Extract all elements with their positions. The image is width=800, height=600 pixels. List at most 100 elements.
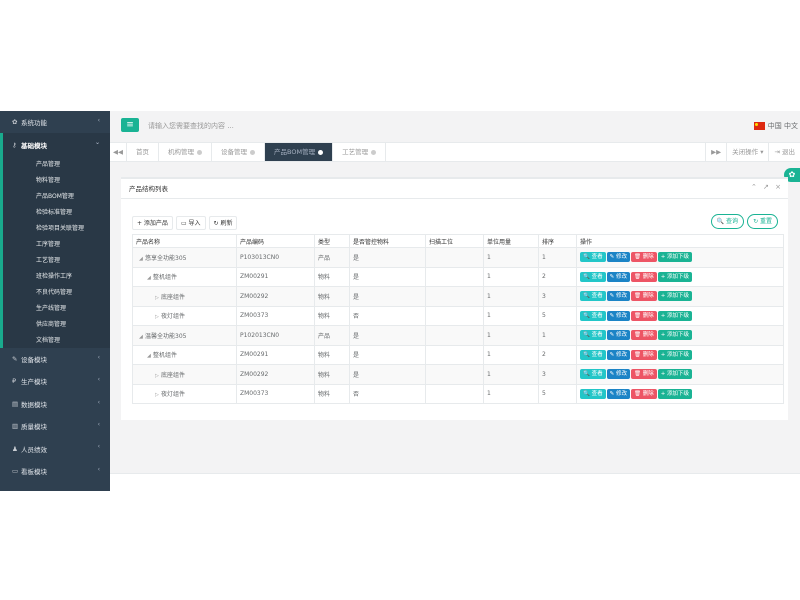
add-child-button[interactable]: + 添加下级 [657,330,693,341]
tab-next-button[interactable]: ▶▶ [705,143,726,162]
close-tab-icon[interactable] [371,149,377,155]
view-button[interactable]: 🔍 查看 [580,252,606,263]
edit-button[interactable]: ✎ 修改 [606,349,630,360]
sidebar-subitem[interactable]: 物料管理 [0,171,110,188]
delete-button[interactable]: 🗑 删除 [630,291,657,302]
table-row[interactable]: ◢ 悠享全功能305 P103013CN0 产品是 1 1 🔍 查看 ✎ 修改 🗑 删除 + 添加… [132,247,784,268]
view-button[interactable]: 🔍 查看 [580,388,606,399]
delete-button[interactable]: 🗑 删除 [630,369,657,380]
tree-toggle-icon[interactable]: ▷ [155,314,159,321]
view-button[interactable]: 🔍 查看 [580,310,606,321]
sidebar-subitem[interactable]: 工艺管理 [0,251,110,268]
view-button[interactable]: 🔍 查看 [580,330,606,341]
cell-type: 物料 [314,305,350,326]
logout-button[interactable]: ⇥ 退出 [768,143,800,162]
sidebar-module-7[interactable]: ▭ 看板模块 ‹ [0,460,110,482]
sidebar-module-4[interactable]: ▤ 数据模块 ‹ [0,393,110,415]
tab-item[interactable]: 产品BOM管理 [265,143,334,161]
table-row[interactable]: ▷ 底座组件 ZM00292 物料是 1 3 🔍 查看 ✎ 修改 🗑 删除 + 添加下级 [132,286,784,307]
sidebar-module-6[interactable]: ♟ 人员绩效 ‹ [0,437,110,459]
sidebar-subitem[interactable]: 生产线管理 [0,299,110,316]
tab-item[interactable]: 机构管理 [159,143,212,161]
column-header: 单位用量 [483,234,539,248]
add-product-button[interactable]: + 添加产品 [132,216,173,230]
edit-button[interactable]: ✎ 修改 [606,310,630,321]
tree-toggle-icon[interactable]: ◢ [147,353,151,360]
search-button[interactable]: 🔍 查询 [710,214,745,229]
add-child-button[interactable]: + 添加下级 [657,310,693,321]
tab-item[interactable]: 首页 [127,143,159,161]
sidebar-subitem[interactable]: 班检操作工序 [0,267,110,284]
close-tab-icon[interactable] [197,149,202,155]
table-row[interactable]: ◢ 温馨全功能305 P102013CN0 产品是 1 1 🔍 查看 ✎ 修改 🗑 删除 + 添加… [132,325,784,346]
sidebar-subitem[interactable]: 供应商管理 [0,315,110,332]
sidebar-module-3[interactable]: ₽ 生产模块 ‹ [0,370,110,392]
edit-button[interactable]: ✎ 修改 [606,388,630,399]
table-row[interactable]: ◢ 整机组件 ZM00291 物料是 1 2 🔍 查看 ✎ 修改 🗑 删除 + 添加下级 [132,344,784,365]
tree-toggle-icon[interactable]: ◢ [139,255,143,262]
search-input[interactable]: 请输入您需要查找的内容 ... [148,122,234,130]
edit-button[interactable]: ✎ 修改 [606,369,630,380]
table-row[interactable]: ◢ 整机组件 ZM00291 物料是 1 2 🔍 查看 ✎ 修改 🗑 删除 + 添加下级 [132,266,784,287]
add-child-button[interactable]: + 添加下级 [657,291,693,302]
add-child-button[interactable]: + 添加下级 [657,388,693,399]
chevron-icon: ‹ [97,420,100,428]
delete-button[interactable]: 🗑 删除 [630,252,657,263]
table-row[interactable]: ▷ 夜灯组件 ZM00373 物料否 1 5 🔍 查看 ✎ 修改 🗑 删除 + 添加下级 [132,305,784,326]
menu-toggle-button[interactable]: ≡ [121,118,139,132]
tree-toggle-icon[interactable]: ▷ [155,372,159,379]
close-tab-icon[interactable] [318,149,324,155]
sidebar-subitem[interactable]: 不良代码管理 [0,283,110,300]
tree-toggle-icon[interactable]: ◢ [139,333,143,340]
cell-sort: 1 [538,247,577,268]
view-button[interactable]: 🔍 查看 [580,349,606,360]
cell-code: ZM00373 [236,305,315,326]
view-button[interactable]: 🔍 查看 [580,369,606,380]
tree-toggle-icon[interactable]: ◢ [147,275,151,282]
cell-station [425,305,484,326]
tab-item[interactable]: 设备管理 [212,143,265,161]
tab-prev-button[interactable]: ◀◀ [110,143,127,161]
table-row[interactable]: ▷ 底座组件 ZM00292 物料是 1 3 🔍 查看 ✎ 修改 🗑 删除 + 添加下级 [132,364,784,385]
cell-controlled: 否 [349,383,426,404]
sidebar-subitem[interactable]: 文档管理 [0,331,110,348]
delete-button[interactable]: 🗑 删除 [630,388,657,399]
sidebar-subitem[interactable]: 产品管理 [0,155,110,172]
sidebar-subitem[interactable]: 工序管理 [0,235,110,252]
delete-button[interactable]: 🗑 删除 [630,310,657,321]
sidebar-subitem[interactable]: 检验标准管理 [0,203,110,220]
tree-toggle-icon[interactable]: ▷ [155,392,159,399]
close-operations-dropdown[interactable]: 关闭操作 ▾ [726,143,768,162]
sidebar-module-5[interactable]: ▥ 质量模块 ‹ [0,415,110,437]
sidebar-module-2[interactable]: ✎ 设备模块 ‹ [0,348,110,370]
add-child-button[interactable]: + 添加下级 [657,349,693,360]
tree-toggle-icon[interactable]: ▷ [155,294,159,301]
delete-button[interactable]: 🗑 删除 [630,271,657,282]
view-button[interactable]: 🔍 查看 [580,291,606,302]
add-child-button[interactable]: + 添加下级 [657,271,693,282]
sidebar-subitem[interactable]: 产品BOM管理 [0,187,110,204]
language-selector[interactable]: 中国 中文 [753,121,798,131]
delete-button[interactable]: 🗑 删除 [630,349,657,360]
sidebar-module-0[interactable]: ✿ 系统功能 ‹ [0,111,110,133]
footer [110,473,800,491]
add-child-button[interactable]: + 添加下级 [657,369,693,380]
panel-tools-icon[interactable]: ⌃ ↗ × [750,183,783,191]
edit-button[interactable]: ✎ 修改 [606,291,630,302]
view-button[interactable]: 🔍 查看 [580,271,606,282]
close-tab-icon[interactable] [250,149,255,155]
sidebar-subitem[interactable]: 检验项目关联管理 [0,219,110,236]
tab-item[interactable]: 工艺管理 [333,143,387,161]
reset-button[interactable]: ↻ 重置 [747,214,778,229]
edit-button[interactable]: ✎ 修改 [606,271,630,282]
settings-gear-icon[interactable]: ✿ [784,168,800,182]
delete-button[interactable]: 🗑 删除 [630,330,657,341]
refresh-button[interactable]: ↻ 刷新 [208,216,238,230]
edit-button[interactable]: ✎ 修改 [606,330,630,341]
column-header: 类型 [314,234,350,248]
sidebar-module-1[interactable]: ⚷ 基础模块 ⌄ [0,133,110,156]
table-row[interactable]: ▷ 夜灯组件 ZM00373 物料否 1 5 🔍 查看 ✎ 修改 🗑 删除 + 添加下级 [132,383,784,404]
import-button[interactable]: ▭ 导入 [175,216,206,230]
add-child-button[interactable]: + 添加下级 [657,252,693,263]
edit-button[interactable]: ✎ 修改 [606,252,630,263]
